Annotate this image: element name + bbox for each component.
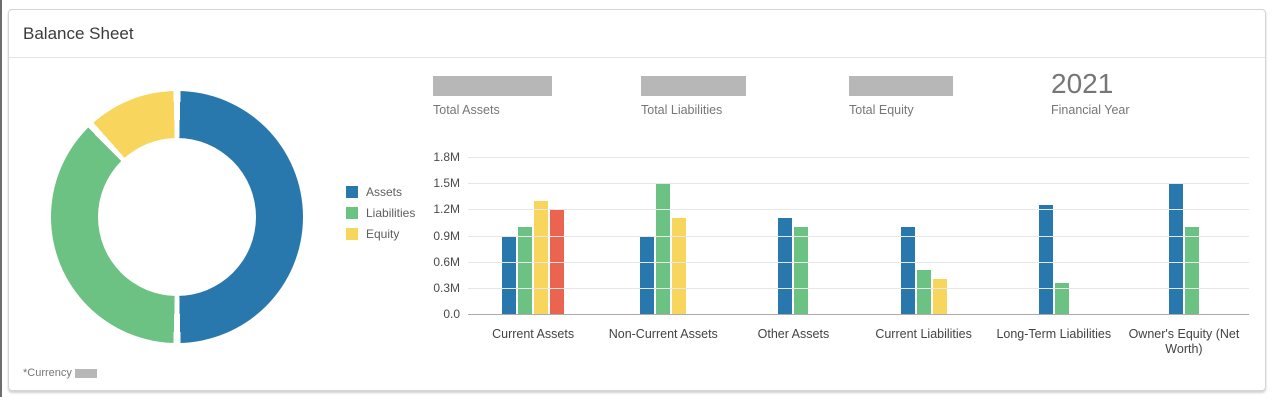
- bar-equity-current-assets[interactable]: [534, 200, 549, 314]
- kpi-row: Total Assets Total Liabilities Total Equit…: [9, 70, 1265, 129]
- y-tick-label: 0.9M: [433, 228, 460, 243]
- bar-assets-current-assets[interactable]: [502, 235, 517, 314]
- bar-liabilities-non-current-assets[interactable]: [656, 183, 671, 314]
- bar-liabilities-long-term-liabilities[interactable]: [1054, 283, 1069, 314]
- y-axis-labels: 1.8M 1.5M 1.2M 0.9M 0.6M 0.3M 0.0: [422, 150, 460, 321]
- kpi-redacted-value: [641, 76, 746, 96]
- gridline: [468, 157, 1249, 158]
- bar-chart-plot: [468, 157, 1249, 315]
- currency-note: *Currency: [23, 367, 97, 379]
- bar-assets-non-current-assets[interactable]: [640, 235, 655, 314]
- bar-group-non-current-assets: [598, 157, 728, 314]
- x-axis-labels: Current Assets Non-Current Assets Other As…: [468, 319, 1249, 357]
- legend-item-assets[interactable]: Assets: [346, 186, 415, 198]
- bar-group-owner-s-equity-net-worth: [1119, 157, 1249, 314]
- bar-assets-owner-s-equity-net-worth[interactable]: [1168, 183, 1183, 314]
- bar-assets-other-assets[interactable]: [778, 218, 793, 314]
- bar-assets-current-liabilities[interactable]: [900, 226, 915, 314]
- gridline: [468, 261, 1249, 263]
- x-axis-label-current-liabilities: Current Liabilities: [875, 327, 972, 341]
- donut-hole: [98, 138, 256, 296]
- gridline: [468, 209, 1249, 211]
- bar-assets-long-term-liabilities[interactable]: [1038, 204, 1053, 314]
- gridline: [468, 287, 1249, 289]
- currency-redacted-box: [74, 368, 97, 378]
- chart-legend: Assets Liabilities Equity: [346, 186, 415, 249]
- window-left-edge: [0, 0, 2, 397]
- legend-swatch-icon: [346, 228, 358, 240]
- bar-liabilities-current-assets[interactable]: [518, 226, 533, 314]
- gridline: [468, 183, 1249, 185]
- legend-label: Equity: [366, 227, 400, 241]
- donut-chart[interactable]: [51, 91, 303, 343]
- card-header: Balance Sheet: [9, 10, 1265, 58]
- kpi-label: Financial Year: [1051, 103, 1130, 117]
- y-tick-label: 0.6M: [433, 254, 460, 269]
- bar-liabilities-owner-s-equity-net-worth[interactable]: [1184, 226, 1199, 314]
- bar-group-other-assets: [728, 157, 858, 314]
- kpi-label: Total Liabilities: [641, 103, 723, 117]
- bar-equity-non-current-assets[interactable]: [672, 218, 687, 314]
- gridline: [468, 235, 1249, 237]
- bar-equity-current-liabilities[interactable]: [932, 279, 947, 314]
- x-axis-label-non-current-assets: Non-Current Assets: [608, 327, 718, 341]
- x-axis-label-other-assets: Other Assets: [757, 327, 830, 341]
- currency-note-label: *Currency: [23, 367, 72, 379]
- y-tick-label: 0.3M: [433, 280, 460, 295]
- kpi-redacted-value: [849, 76, 953, 96]
- balance-sheet-card: Balance Sheet Assets Liabilities Equity To…: [8, 9, 1266, 391]
- y-tick-label: 0.0: [443, 307, 460, 321]
- legend-label: Liabilities: [366, 206, 416, 220]
- bar-group-long-term-liabilities: [989, 157, 1119, 314]
- bar-liabilities-current-liabilities[interactable]: [916, 270, 931, 314]
- y-tick-label: 1.8M: [433, 150, 460, 164]
- kpi-value: 2021: [1051, 68, 1114, 99]
- legend-item-equity[interactable]: Equity: [346, 228, 415, 240]
- kpi-label: Total Assets: [433, 103, 500, 117]
- y-tick-label: 1.5M: [433, 176, 460, 191]
- x-axis-label-owner-s-equity-net-worth: Owner's Equity (Net Worth): [1128, 327, 1240, 356]
- legend-swatch-icon: [346, 207, 358, 219]
- bar-groups: [468, 157, 1249, 314]
- kpi-redacted-value: [433, 76, 552, 96]
- legend-item-liabilities[interactable]: Liabilities: [346, 207, 415, 219]
- kpi-label: Total Equity: [849, 103, 914, 117]
- bar-liabilities-other-assets[interactable]: [794, 226, 809, 314]
- x-axis-label-current-assets: Current Assets: [492, 327, 575, 341]
- page-title: Balance Sheet: [23, 23, 134, 43]
- x-axis-baseline: [468, 314, 1249, 315]
- legend-label: Assets: [366, 185, 403, 199]
- legend-swatch-icon: [346, 186, 358, 198]
- y-tick-label: 1.2M: [433, 202, 460, 217]
- x-axis-label-long-term-liabilities: Long-Term Liabilities: [996, 327, 1112, 341]
